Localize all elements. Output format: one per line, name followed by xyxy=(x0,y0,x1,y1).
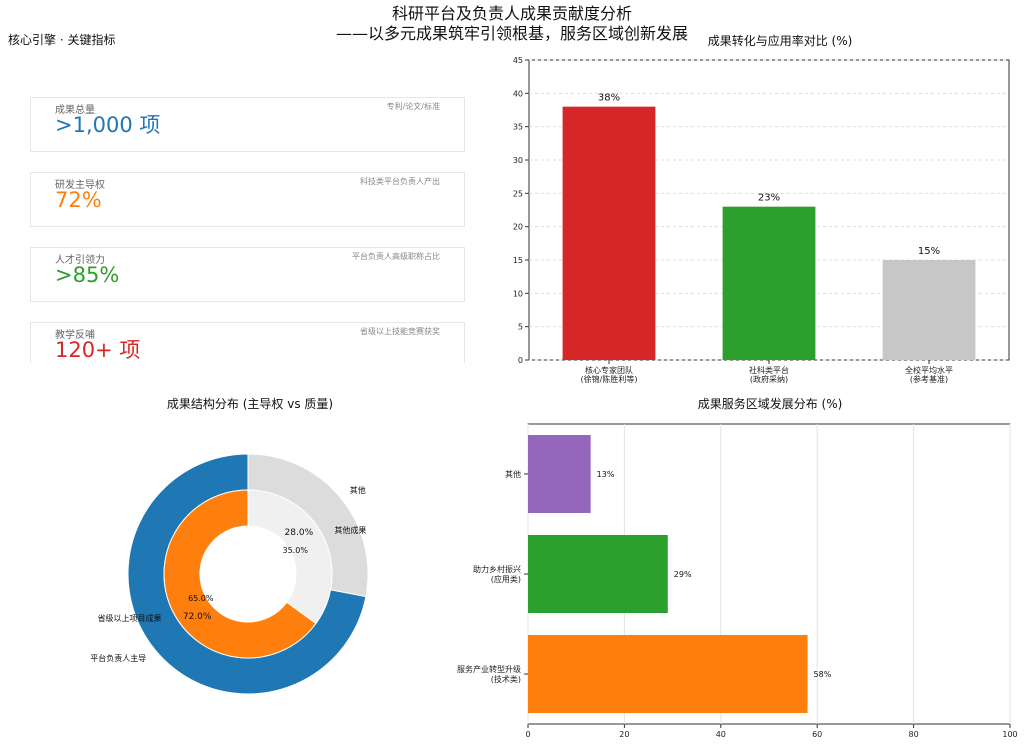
bar-value-label: 58% xyxy=(814,670,832,679)
bar-value-label: 13% xyxy=(597,470,615,479)
y-tick-label: 40 xyxy=(513,89,523,98)
outer-slice-pct-label: 72.0% xyxy=(183,612,212,622)
y-tick-label: 25 xyxy=(513,189,523,198)
y-tick-label: 20 xyxy=(513,223,523,232)
inner-slice-pct-label: 65.0% xyxy=(188,594,214,603)
x-tick-label: 核心专家团队(徐锦/陈胜利等) xyxy=(581,365,638,384)
kpi-note: 专利/论文/标准 xyxy=(386,102,440,111)
page-title: 科研平台及负责人成果贡献度分析 xyxy=(391,4,632,23)
x-tick-label: 40 xyxy=(716,730,726,739)
regional-service-hbar-chart: 0 20 40 60 80 100 58% 服务产业转型升级(技术类) 29% 助力乡村振兴(应用… xyxy=(457,423,1018,739)
inner-ring-slice xyxy=(247,489,333,625)
bar-value-label: 29% xyxy=(674,570,692,579)
x-tick-label: 20 xyxy=(619,730,629,739)
x-tick-label: 社科类平台(政府采纳) xyxy=(749,365,789,384)
bar xyxy=(562,106,656,360)
kpi-value: 120+ 项 xyxy=(55,338,141,362)
donut-chart-title: 成果结构分布 (主导权 vs 质量) xyxy=(166,397,334,411)
y-tick-label: 35 xyxy=(513,123,523,132)
outer-slice-label: 其他 xyxy=(350,485,366,495)
y-tick-label: 0 xyxy=(518,356,523,365)
inner-slice-label: 其他成果 xyxy=(334,525,366,535)
bar-value-label: 15% xyxy=(918,246,940,257)
kpi-note: 平台负责人高级职称占比 xyxy=(352,252,440,261)
x-tick-label: 60 xyxy=(812,730,822,739)
kpi-card-rd-leadership: 研发主导权 科技类平台负责人产出 72% xyxy=(30,172,465,227)
y-tick-label: 45 xyxy=(513,56,523,65)
inner-ring-slice xyxy=(163,489,317,659)
y-tick-label: 其他 xyxy=(505,469,521,479)
kpi-card-total-output: 成果总量 专利/论文/标准 >1,000 项 xyxy=(30,97,465,152)
bar xyxy=(722,206,816,360)
kpi-label: 成果总量 xyxy=(55,105,95,116)
hbar-chart-title: 成果服务区域发展分布 (%) xyxy=(697,397,843,411)
kpi-label: 教学反哺 xyxy=(55,330,95,341)
kpi-card-talent-leadership: 人才引领力 平台负责人高级职称占比 >85% xyxy=(30,247,465,302)
bar xyxy=(528,635,808,713)
bar xyxy=(528,535,668,613)
bar-chart-title: 成果转化与应用率对比 (%) xyxy=(707,34,853,48)
y-tick-label: 10 xyxy=(513,289,523,298)
kpi-value: >1,000 项 xyxy=(55,113,161,137)
bar xyxy=(882,260,976,360)
x-tick-label: 80 xyxy=(909,730,919,739)
page-subtitle: ——以多元成果筑牢引领根基，服务区域创新发展 xyxy=(335,24,688,43)
bar-value-label: 38% xyxy=(598,93,620,104)
achievement-structure-donut-chart: 72.0% 平台负责人主导 28.0% 其他 65.0% 省级以上项目成果 35.0% 其他成… xyxy=(90,453,369,695)
x-tick-label: 0 xyxy=(525,730,530,739)
kpi-note: 省级以上技能竞赛获奖 xyxy=(360,327,440,336)
kpi-label: 研发主导权 xyxy=(55,180,105,191)
outer-slice-label: 平台负责人主导 xyxy=(90,653,146,663)
y-tick-label: 15 xyxy=(513,256,523,265)
x-tick-label: 全校平均水平(参考基准) xyxy=(905,365,953,384)
x-tick-label: 100 xyxy=(1002,730,1017,739)
kpi-note: 科技类平台负责人产出 xyxy=(360,177,440,186)
inner-slice-label: 省级以上项目成果 xyxy=(98,613,162,623)
kpi-value: 72% xyxy=(55,188,102,212)
y-tick-label: 30 xyxy=(513,156,523,165)
bar xyxy=(528,435,591,513)
bar-value-label: 23% xyxy=(758,193,780,204)
inner-slice-pct-label: 35.0% xyxy=(283,546,309,555)
kpi-value: >85% xyxy=(55,263,120,287)
kpi-card-teaching-feedback: 教学反哺 省级以上技能竞赛获奖 120+ 项 xyxy=(30,322,465,363)
y-tick-label: 服务产业转型升级(技术类) xyxy=(457,664,521,684)
conversion-rate-bar-chart: 0 5 10 15 20 25 30 35 40 45 38% 核心专家团队(徐锦/陈胜利等) 23% 社… xyxy=(513,56,1010,384)
y-tick-label: 助力乡村振兴(应用类) xyxy=(473,564,521,584)
y-tick-label: 5 xyxy=(518,323,523,332)
outer-slice-pct-label: 28.0% xyxy=(285,528,314,538)
kpi-section-header: 核心引擎 · 关键指标 xyxy=(8,33,116,47)
kpi-label: 人才引领力 xyxy=(55,255,105,266)
